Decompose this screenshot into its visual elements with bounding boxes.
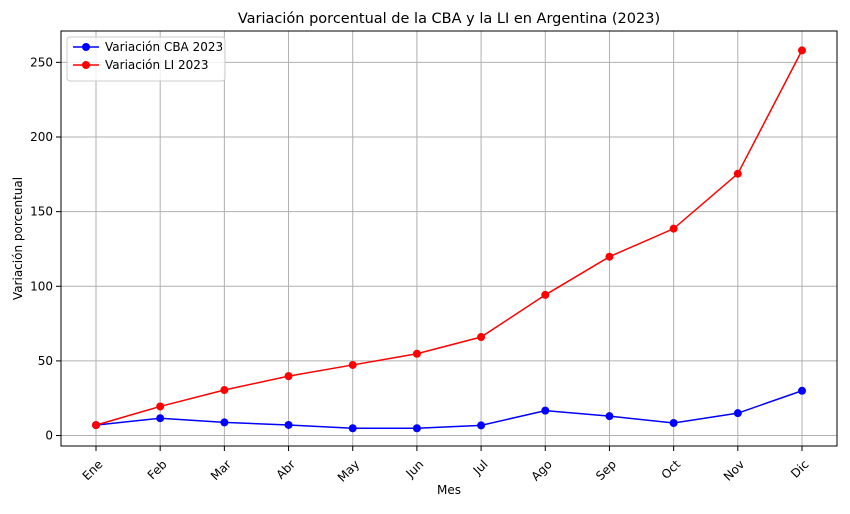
data-point xyxy=(284,420,293,429)
grid xyxy=(61,31,837,446)
data-point xyxy=(669,224,678,233)
x-tick-label: Ago xyxy=(529,457,555,483)
data-point xyxy=(541,290,550,299)
data-point xyxy=(477,421,486,430)
legend-label: Variación LI 2023 xyxy=(105,58,209,72)
x-tick-label: May xyxy=(335,457,362,484)
y-tick-label: 250 xyxy=(30,55,53,69)
x-tick-label: Dic xyxy=(788,457,811,480)
chart-title: Variación porcentual de la CBA y la LI e… xyxy=(238,11,660,27)
y-tick-label: 100 xyxy=(30,279,53,293)
y-tick-label: 50 xyxy=(38,354,53,368)
x-tick-label: Oct xyxy=(659,457,684,482)
x-tick-label: Sep xyxy=(593,457,619,483)
data-point xyxy=(92,421,100,430)
data-point xyxy=(733,409,742,418)
y-axis-label: Variación porcentual xyxy=(11,177,25,300)
y-tick-label: 0 xyxy=(45,429,53,443)
x-tick-label: Nov xyxy=(721,457,747,483)
legend-marker xyxy=(82,43,90,51)
legend-label: Variación CBA 2023 xyxy=(105,40,223,54)
data-point xyxy=(284,372,293,381)
data-point xyxy=(669,419,678,428)
data-point xyxy=(541,406,550,415)
series-layer xyxy=(92,46,806,433)
data-point xyxy=(412,424,421,433)
data-point xyxy=(220,418,229,427)
x-tick-label: Feb xyxy=(145,457,170,482)
data-point xyxy=(220,386,229,395)
y-tick-label: 150 xyxy=(30,205,53,219)
data-point xyxy=(348,360,357,369)
data-point xyxy=(477,333,486,342)
x-tick-label: Jul xyxy=(470,457,491,478)
x-tick-label: Mar xyxy=(208,457,234,483)
data-point xyxy=(798,46,806,55)
legend: Variación CBA 2023 Variación LI 2023 xyxy=(66,36,226,82)
x-tick-label: Ene xyxy=(80,457,106,483)
x-tick-label: Abr xyxy=(273,457,298,482)
data-point xyxy=(156,414,165,423)
data-point xyxy=(605,252,614,261)
y-tick-label: 200 xyxy=(30,130,53,144)
plot-frame xyxy=(60,30,838,447)
x-tick-label: Jun xyxy=(403,457,427,481)
legend-marker xyxy=(82,61,90,69)
data-point xyxy=(348,424,357,433)
data-point xyxy=(798,386,806,395)
series-line xyxy=(95,390,803,429)
x-axis-label: Mes xyxy=(437,483,461,497)
data-point xyxy=(733,169,742,178)
data-point xyxy=(156,402,165,411)
data-point xyxy=(412,349,421,358)
data-point xyxy=(605,412,614,421)
legend-box xyxy=(66,36,226,82)
series-line xyxy=(95,50,803,426)
